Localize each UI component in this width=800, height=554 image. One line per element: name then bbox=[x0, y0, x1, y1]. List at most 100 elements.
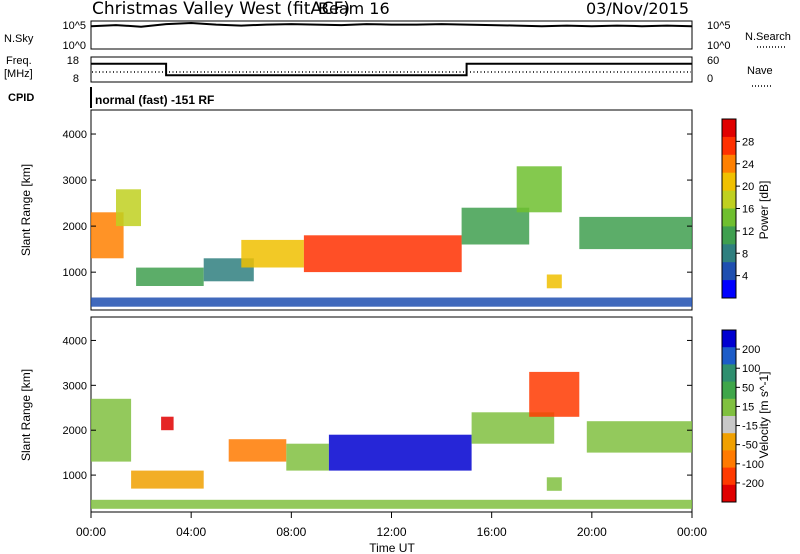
heatmap-region-10 bbox=[91, 297, 692, 307]
colorbar-tick-label-4: 12 bbox=[742, 226, 754, 238]
y-tick-label-1: 3000 bbox=[63, 175, 87, 187]
colorbar-segment-5 bbox=[722, 208, 736, 227]
heatmap-region-8 bbox=[546, 274, 562, 289]
velocity-ylabel: Slant Range [km] bbox=[19, 369, 33, 461]
freq-label-2: [MHz] bbox=[4, 68, 33, 80]
colorbar-tick-label-7: -200 bbox=[742, 478, 764, 490]
x-tick-label-4: 16:00 bbox=[477, 525, 507, 539]
power-heatmap bbox=[91, 166, 692, 307]
velocity-heatmap bbox=[91, 371, 692, 509]
freq-panel-frame bbox=[90, 56, 693, 83]
colorbar-segment-0 bbox=[722, 330, 736, 348]
colorbar-tick-label-6: -100 bbox=[742, 459, 764, 471]
y-tick-label-2: 2000 bbox=[63, 221, 87, 233]
power-ylabel: Slant Range [km] bbox=[19, 164, 33, 256]
heatmap-region-4 bbox=[286, 443, 329, 471]
colorbar-segment-2 bbox=[722, 154, 736, 174]
heatmap-region-1 bbox=[131, 470, 204, 489]
heatmap-region-7 bbox=[516, 166, 562, 213]
colorbar-frame bbox=[721, 329, 737, 503]
y-tick-label-0: 4000 bbox=[63, 335, 87, 347]
heatmap-region-6 bbox=[461, 207, 530, 245]
colorbar-tick-label-3: 16 bbox=[742, 204, 754, 216]
heatmap-region-2 bbox=[136, 267, 204, 286]
heatmap-region-0 bbox=[91, 398, 132, 462]
date-label: 03/Nov/2015 bbox=[586, 0, 689, 18]
nsky-line bbox=[90, 21, 693, 28]
colorbar-segment-6 bbox=[722, 433, 736, 451]
colorbar-segment-0 bbox=[722, 119, 736, 138]
station-title: Christmas Valley West (fitACF) bbox=[92, 0, 350, 19]
colorbar-segment-6 bbox=[722, 226, 736, 245]
y-tick-label-3: 1000 bbox=[63, 470, 87, 482]
x-tick-label-0: 00:00 bbox=[76, 525, 106, 539]
freq-tick-bottom: 8 bbox=[73, 73, 79, 85]
heatmap-region-1 bbox=[116, 189, 141, 227]
colorbar-tick-label-5: -50 bbox=[742, 440, 758, 452]
velocity-colorbar-label: Velocity [m s^-1] bbox=[757, 372, 771, 459]
nave-label: Nave bbox=[747, 65, 773, 77]
nave-tick-bottom: 0 bbox=[707, 73, 713, 85]
colorbar-tick-label-0: 200 bbox=[742, 344, 760, 356]
colorbar-tick-label-4: -15 bbox=[742, 421, 758, 433]
heatmap-region-3 bbox=[203, 258, 254, 282]
frequency-line bbox=[91, 62, 692, 77]
colorbar-segment-4 bbox=[722, 398, 736, 417]
heatmap-region-2 bbox=[161, 416, 174, 431]
heatmap-region-9 bbox=[586, 421, 692, 453]
freq-label-1: Freq. bbox=[6, 55, 32, 67]
heatmap-region-4 bbox=[241, 239, 304, 268]
heatmap-region-5 bbox=[303, 235, 462, 273]
heatmap-region-10 bbox=[91, 499, 692, 509]
x-tick-label-6: 00:00 bbox=[677, 525, 707, 539]
heatmap-region-7 bbox=[529, 371, 580, 417]
heatmap-region-5 bbox=[328, 434, 472, 471]
nsky-right-tick-top: 10^5 bbox=[707, 20, 731, 32]
velocity-colorbar: 200 100 50 15 -15 -50 -100 -200 bbox=[721, 329, 764, 503]
heatmap-region-9 bbox=[579, 216, 692, 250]
y-tick-label-2: 2000 bbox=[63, 425, 87, 437]
time-axis-ticks: 00:00 04:00 08:00 12:00 16:00 20:00 00:00 bbox=[76, 512, 707, 539]
velocity-y-ticks: 4000 3000 2000 1000 bbox=[63, 335, 692, 482]
nsky-tick-top: 10^5 bbox=[62, 20, 86, 32]
colorbar-segment-7 bbox=[722, 450, 736, 469]
colorbar-segment-9 bbox=[722, 484, 736, 503]
colorbar-segment-8 bbox=[722, 467, 736, 486]
colorbar-tick-label-2: 20 bbox=[742, 181, 754, 193]
cpid-value: normal (fast) -151 RF bbox=[95, 93, 214, 107]
colorbar-segment-3 bbox=[722, 172, 736, 192]
nsky-right-tick-bottom: 10^0 bbox=[707, 40, 731, 52]
colorbar-segment-7 bbox=[722, 244, 736, 263]
colorbar-tick-label-3: 15 bbox=[742, 401, 754, 413]
beam-label: Beam 16 bbox=[318, 0, 390, 18]
power-colorbar: 28 24 20 16 12 8 4 bbox=[721, 118, 754, 299]
x-tick-label-2: 08:00 bbox=[276, 525, 306, 539]
nave-tick-top: 60 bbox=[707, 55, 719, 67]
colorbar-tick-label-0: 28 bbox=[742, 136, 754, 148]
power-y-ticks: 4000 3000 2000 1000 bbox=[63, 129, 692, 279]
colorbar-segment-5 bbox=[722, 416, 736, 434]
colorbar-segment-8 bbox=[722, 262, 736, 281]
time-axis-label: Time UT bbox=[369, 541, 415, 554]
power-colorbar-label: Power [dB] bbox=[757, 181, 771, 240]
heatmap-region-3 bbox=[228, 439, 287, 462]
colorbar-tick-label-1: 100 bbox=[742, 363, 760, 375]
x-tick-label-3: 12:00 bbox=[376, 525, 406, 539]
colorbar-segment-1 bbox=[722, 136, 736, 156]
colorbar-segment-4 bbox=[722, 190, 736, 209]
heatmap-region-8 bbox=[546, 477, 562, 491]
y-tick-label-0: 4000 bbox=[63, 129, 87, 141]
cpid-label: CPID bbox=[8, 92, 34, 104]
colorbar-tick-label-1: 24 bbox=[742, 159, 754, 171]
colorbar-segment-1 bbox=[722, 347, 736, 365]
nsky-label: N.Sky bbox=[4, 33, 34, 45]
x-tick-label-1: 04:00 bbox=[176, 525, 206, 539]
freq-tick-top: 18 bbox=[67, 55, 79, 67]
heatmap-region-6 bbox=[471, 412, 555, 444]
colorbar-segment-2 bbox=[722, 364, 736, 383]
x-tick-label-5: 20:00 bbox=[577, 525, 607, 539]
y-tick-label-3: 1000 bbox=[63, 267, 87, 279]
colorbar-tick-label-6: 4 bbox=[742, 271, 748, 283]
nsky-panel-frame bbox=[90, 20, 693, 50]
